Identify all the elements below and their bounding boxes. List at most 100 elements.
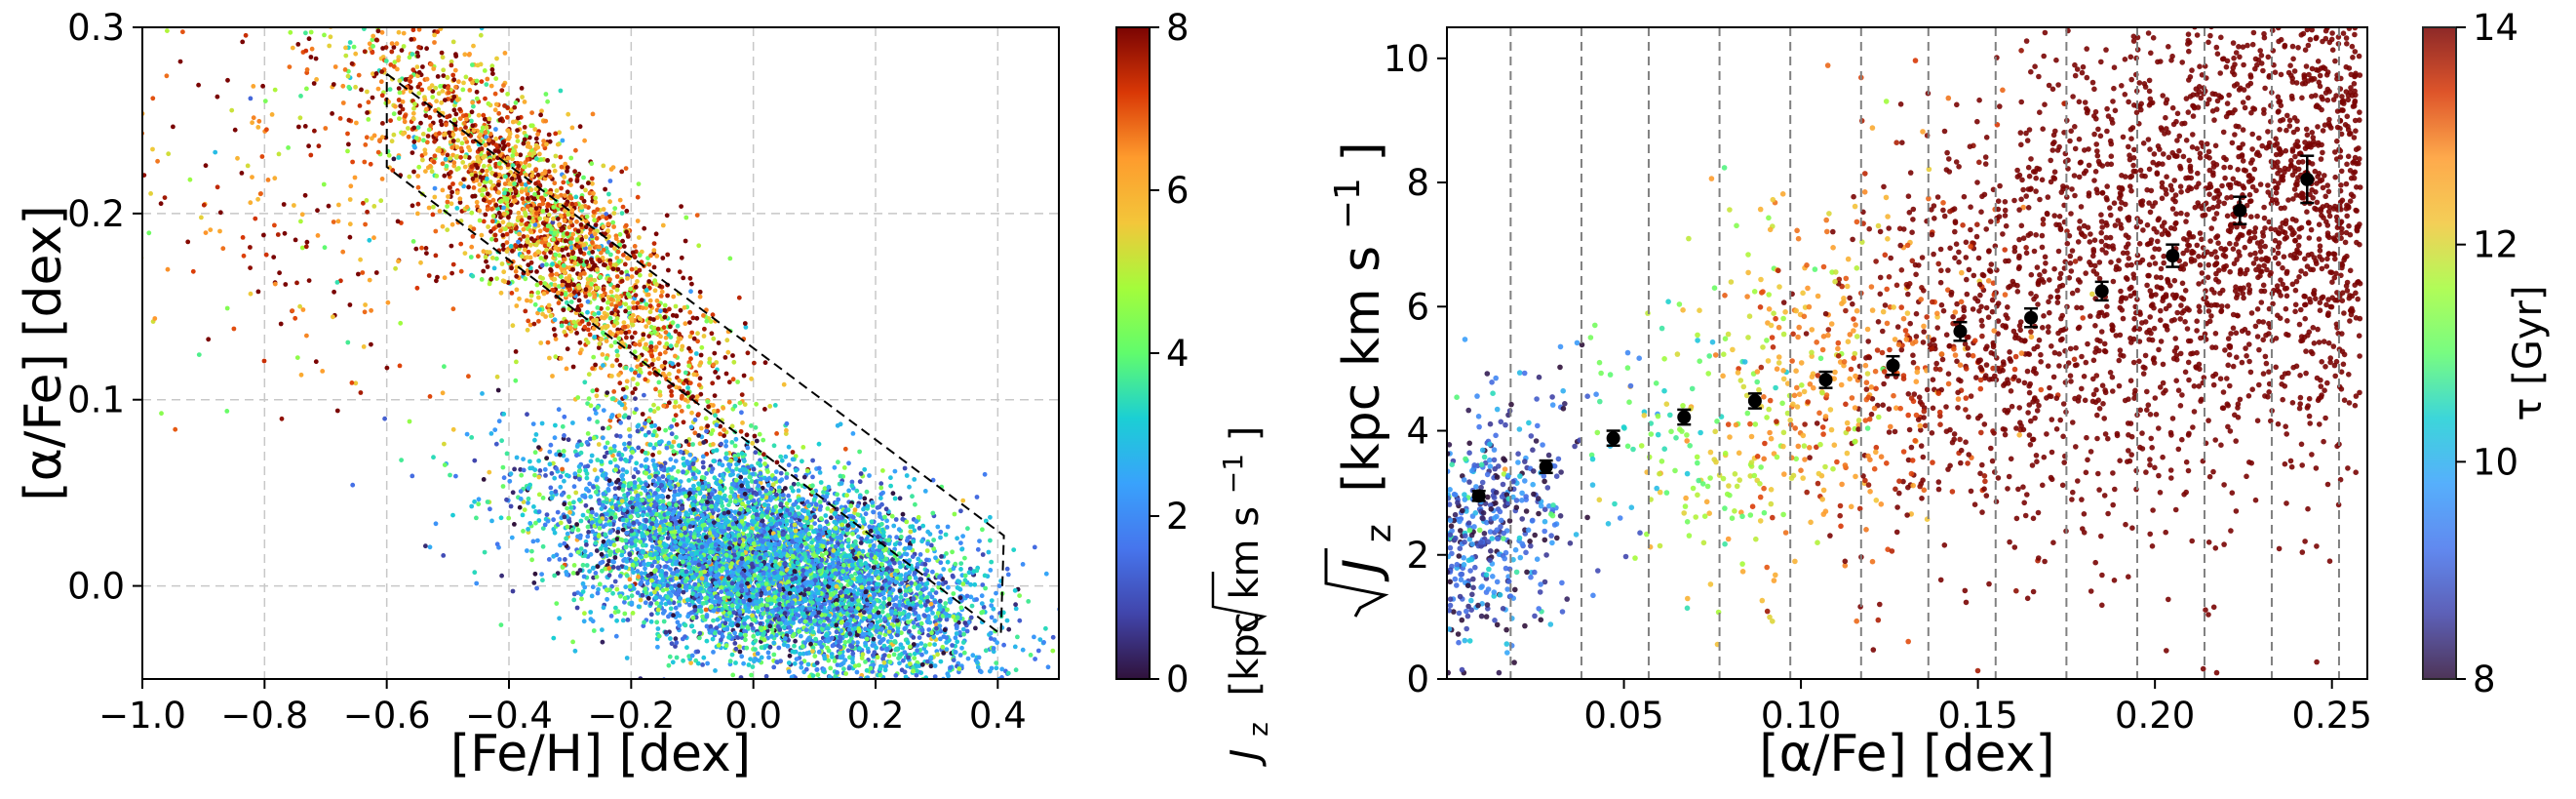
left-data-point bbox=[604, 355, 609, 361]
left-data-point bbox=[478, 132, 483, 138]
left-data-point bbox=[426, 127, 432, 133]
left-data-point bbox=[668, 457, 674, 462]
left-data-point bbox=[962, 555, 967, 561]
left-data-point bbox=[749, 672, 754, 678]
left-data-point bbox=[622, 261, 628, 267]
left-data-point bbox=[652, 325, 657, 331]
left-data-point bbox=[593, 231, 598, 237]
left-data-point bbox=[525, 298, 529, 303]
left-data-point bbox=[544, 217, 550, 222]
left-data-point bbox=[443, 156, 449, 162]
left-data-point bbox=[864, 489, 870, 495]
left-data-point bbox=[575, 173, 580, 179]
left-data-point bbox=[669, 431, 675, 437]
left-data-point bbox=[449, 144, 455, 150]
left-data-point bbox=[366, 100, 371, 105]
left-data-point bbox=[818, 480, 824, 485]
left-data-point bbox=[491, 153, 497, 159]
left-data-point bbox=[546, 284, 551, 289]
left-data-point bbox=[485, 168, 489, 174]
left-data-point bbox=[590, 111, 596, 117]
left-data-point bbox=[521, 529, 526, 534]
left-data-point bbox=[386, 10, 391, 15]
left-data-point bbox=[524, 186, 529, 191]
left-data-point bbox=[371, 71, 375, 76]
left-data-point bbox=[688, 289, 693, 295]
left-data-point bbox=[605, 228, 610, 233]
left-data-point bbox=[356, 72, 362, 78]
left-data-point bbox=[513, 198, 518, 204]
left-data-point bbox=[535, 249, 541, 255]
left-data-point bbox=[543, 314, 548, 319]
left-data-point bbox=[705, 399, 711, 404]
left-data-point bbox=[474, 89, 480, 95]
left-data-point bbox=[602, 324, 607, 330]
left-data-point bbox=[337, 5, 342, 10]
left-data-point bbox=[367, 41, 372, 47]
left-data-point bbox=[636, 181, 642, 187]
left-data-point bbox=[729, 652, 735, 658]
left-data-point bbox=[790, 450, 796, 455]
left-data-point bbox=[559, 323, 565, 329]
left-data-point bbox=[372, 3, 377, 8]
left-data-point bbox=[697, 294, 703, 300]
left-data-point bbox=[666, 267, 671, 273]
left-data-point bbox=[648, 344, 654, 349]
left-data-point bbox=[643, 420, 647, 426]
left-data-point bbox=[525, 191, 530, 197]
left-data-point bbox=[370, 50, 375, 56]
left-data-point bbox=[493, 203, 499, 208]
left-data-point bbox=[458, 145, 464, 151]
left-data-point bbox=[389, 139, 395, 144]
left-data-point bbox=[552, 168, 558, 174]
left-data-point bbox=[718, 431, 722, 437]
left-data-point bbox=[559, 164, 565, 170]
left-data-point bbox=[1037, 637, 1043, 642]
left-data-point bbox=[676, 362, 681, 368]
left-data-point bbox=[405, 14, 410, 19]
left-data-point bbox=[457, 200, 463, 205]
left-data-point bbox=[607, 330, 613, 335]
left-data-point bbox=[408, 79, 413, 84]
left-data-point bbox=[504, 249, 510, 255]
left-data-point bbox=[487, 200, 492, 206]
left-data-point bbox=[493, 237, 499, 243]
left-data-point bbox=[572, 260, 577, 266]
left-data-point bbox=[447, 113, 452, 119]
left-data-point bbox=[569, 236, 574, 241]
left-data-point bbox=[496, 222, 502, 228]
left-data-point bbox=[566, 212, 571, 218]
left-data-point bbox=[556, 290, 561, 296]
left-data-point bbox=[587, 292, 593, 298]
left-data-point bbox=[668, 606, 674, 612]
left-data-point bbox=[450, 72, 456, 78]
left-data-point bbox=[545, 340, 551, 345]
left-data-point bbox=[398, 103, 404, 109]
left-data-point bbox=[497, 228, 503, 234]
left-data-point bbox=[340, 83, 346, 89]
left-data-point bbox=[542, 243, 548, 249]
left-data-point bbox=[446, 194, 450, 199]
left-data-point bbox=[730, 377, 736, 382]
left-data-point bbox=[713, 370, 718, 375]
left-data-point bbox=[757, 431, 762, 437]
left-data-point bbox=[623, 365, 629, 371]
left-data-point bbox=[437, 209, 443, 214]
left-data-point bbox=[474, 96, 480, 101]
left-data-point bbox=[671, 600, 677, 606]
left-data-point bbox=[438, 84, 443, 89]
left-data-point bbox=[446, 12, 450, 17]
left-data-point bbox=[445, 152, 450, 158]
left-data-point bbox=[599, 315, 605, 320]
left-data-point bbox=[674, 342, 680, 348]
left-data-point bbox=[841, 465, 847, 470]
left-data-point bbox=[879, 609, 885, 615]
left-data-point bbox=[875, 655, 880, 660]
left-data-point bbox=[891, 652, 897, 658]
left-data-point bbox=[550, 374, 555, 379]
left-data-point bbox=[502, 51, 508, 56]
left-data-point bbox=[480, 187, 486, 193]
left-data-point bbox=[438, 118, 444, 124]
left-data-point bbox=[467, 88, 473, 93]
left-data-point bbox=[565, 505, 569, 511]
